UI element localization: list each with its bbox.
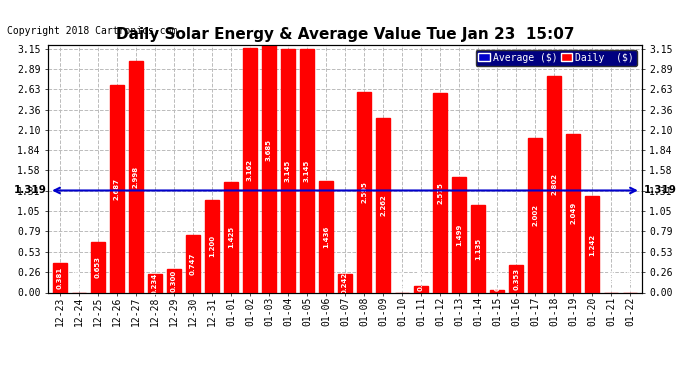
Bar <box>471 205 485 292</box>
Text: 0.030: 0.030 <box>494 269 500 291</box>
Text: 1.242: 1.242 <box>589 233 595 255</box>
Bar <box>528 138 542 292</box>
Text: 2.262: 2.262 <box>380 194 386 216</box>
Title: Daily Solar Energy & Average Value Tue Jan 23  15:07: Daily Solar Energy & Average Value Tue J… <box>116 27 574 42</box>
Bar <box>433 93 447 292</box>
Text: 0.747: 0.747 <box>190 252 196 275</box>
Text: 3.145: 3.145 <box>304 160 310 182</box>
Text: 0.000: 0.000 <box>76 269 81 291</box>
Text: 2.595: 2.595 <box>361 181 367 203</box>
Text: 1.200: 1.200 <box>209 235 215 257</box>
Bar <box>585 196 600 292</box>
Bar <box>376 117 390 292</box>
Bar <box>52 263 67 292</box>
Text: 0.242: 0.242 <box>342 272 348 294</box>
Text: 2.802: 2.802 <box>551 173 558 195</box>
Bar <box>566 134 580 292</box>
Text: 2.575: 2.575 <box>437 182 443 204</box>
Bar <box>509 265 523 292</box>
Bar <box>243 48 257 292</box>
Text: 3.685: 3.685 <box>266 139 272 161</box>
Bar <box>319 182 333 292</box>
Bar <box>128 61 143 292</box>
Bar <box>452 177 466 292</box>
Bar <box>490 290 504 292</box>
Text: 2.687: 2.687 <box>114 178 120 200</box>
Text: 0.000: 0.000 <box>399 269 405 291</box>
Text: 0.653: 0.653 <box>95 256 101 278</box>
Text: 1.436: 1.436 <box>323 226 329 248</box>
Legend: Average ($), Daily  ($): Average ($), Daily ($) <box>475 50 637 66</box>
Text: 1.425: 1.425 <box>228 226 234 249</box>
Text: 1.135: 1.135 <box>475 237 481 260</box>
Bar <box>167 269 181 292</box>
Bar <box>300 49 314 292</box>
Text: 2.998: 2.998 <box>132 165 139 188</box>
Text: 0.000: 0.000 <box>609 269 614 291</box>
Bar <box>224 182 238 292</box>
Bar <box>281 49 295 292</box>
Text: 0.088: 0.088 <box>418 269 424 291</box>
Text: 1.499: 1.499 <box>456 224 462 246</box>
Text: 2.002: 2.002 <box>532 204 538 226</box>
Text: 3.145: 3.145 <box>285 160 291 182</box>
Text: 0.300: 0.300 <box>171 270 177 292</box>
Bar <box>148 274 162 292</box>
Text: 3.162: 3.162 <box>247 159 253 181</box>
Bar <box>110 85 124 292</box>
Text: 0.234: 0.234 <box>152 272 158 295</box>
Text: 1.319: 1.319 <box>644 186 676 195</box>
Text: 2.049: 2.049 <box>570 202 576 224</box>
Bar <box>186 235 200 292</box>
Text: 1.319: 1.319 <box>14 186 46 195</box>
Bar <box>338 274 352 292</box>
Text: 0.381: 0.381 <box>57 267 63 289</box>
Bar <box>414 286 428 292</box>
Bar <box>357 92 371 292</box>
Bar <box>90 242 105 292</box>
Bar <box>547 76 562 292</box>
Bar <box>205 200 219 292</box>
Text: 0.353: 0.353 <box>513 268 519 290</box>
Text: 0.000: 0.000 <box>627 269 633 291</box>
Text: Copyright 2018 Cartronics.com: Copyright 2018 Cartronics.com <box>7 26 177 36</box>
Bar <box>262 8 276 292</box>
